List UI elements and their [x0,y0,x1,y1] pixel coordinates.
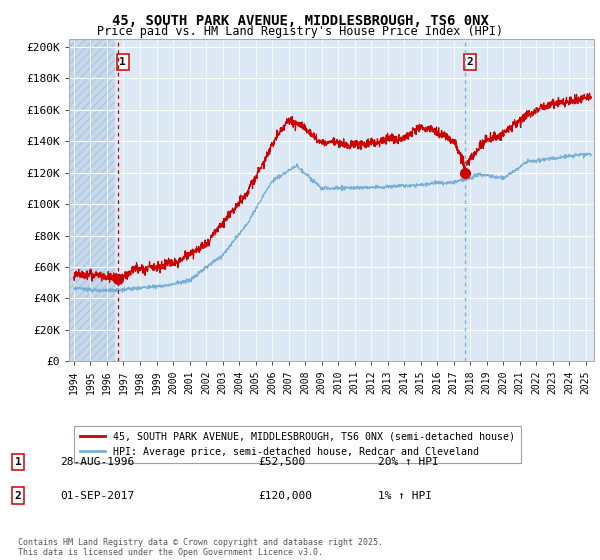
Text: £120,000: £120,000 [258,491,312,501]
Text: 28-AUG-1996: 28-AUG-1996 [60,457,134,467]
Text: 2: 2 [466,57,473,67]
Bar [69,39,115,361]
Text: 1: 1 [119,57,126,67]
Text: 45, SOUTH PARK AVENUE, MIDDLESBROUGH, TS6 0NX: 45, SOUTH PARK AVENUE, MIDDLESBROUGH, TS… [112,14,488,28]
Text: Contains HM Land Registry data © Crown copyright and database right 2025.
This d: Contains HM Land Registry data © Crown c… [18,538,383,557]
Text: 01-SEP-2017: 01-SEP-2017 [60,491,134,501]
Text: 2: 2 [14,491,22,501]
Text: 1% ↑ HPI: 1% ↑ HPI [378,491,432,501]
Text: 20% ↑ HPI: 20% ↑ HPI [378,457,439,467]
Text: 1: 1 [14,457,22,467]
Text: Price paid vs. HM Land Registry's House Price Index (HPI): Price paid vs. HM Land Registry's House … [97,25,503,38]
Text: £52,500: £52,500 [258,457,305,467]
Legend: 45, SOUTH PARK AVENUE, MIDDLESBROUGH, TS6 0NX (semi-detached house), HPI: Averag: 45, SOUTH PARK AVENUE, MIDDLESBROUGH, TS… [74,426,521,463]
